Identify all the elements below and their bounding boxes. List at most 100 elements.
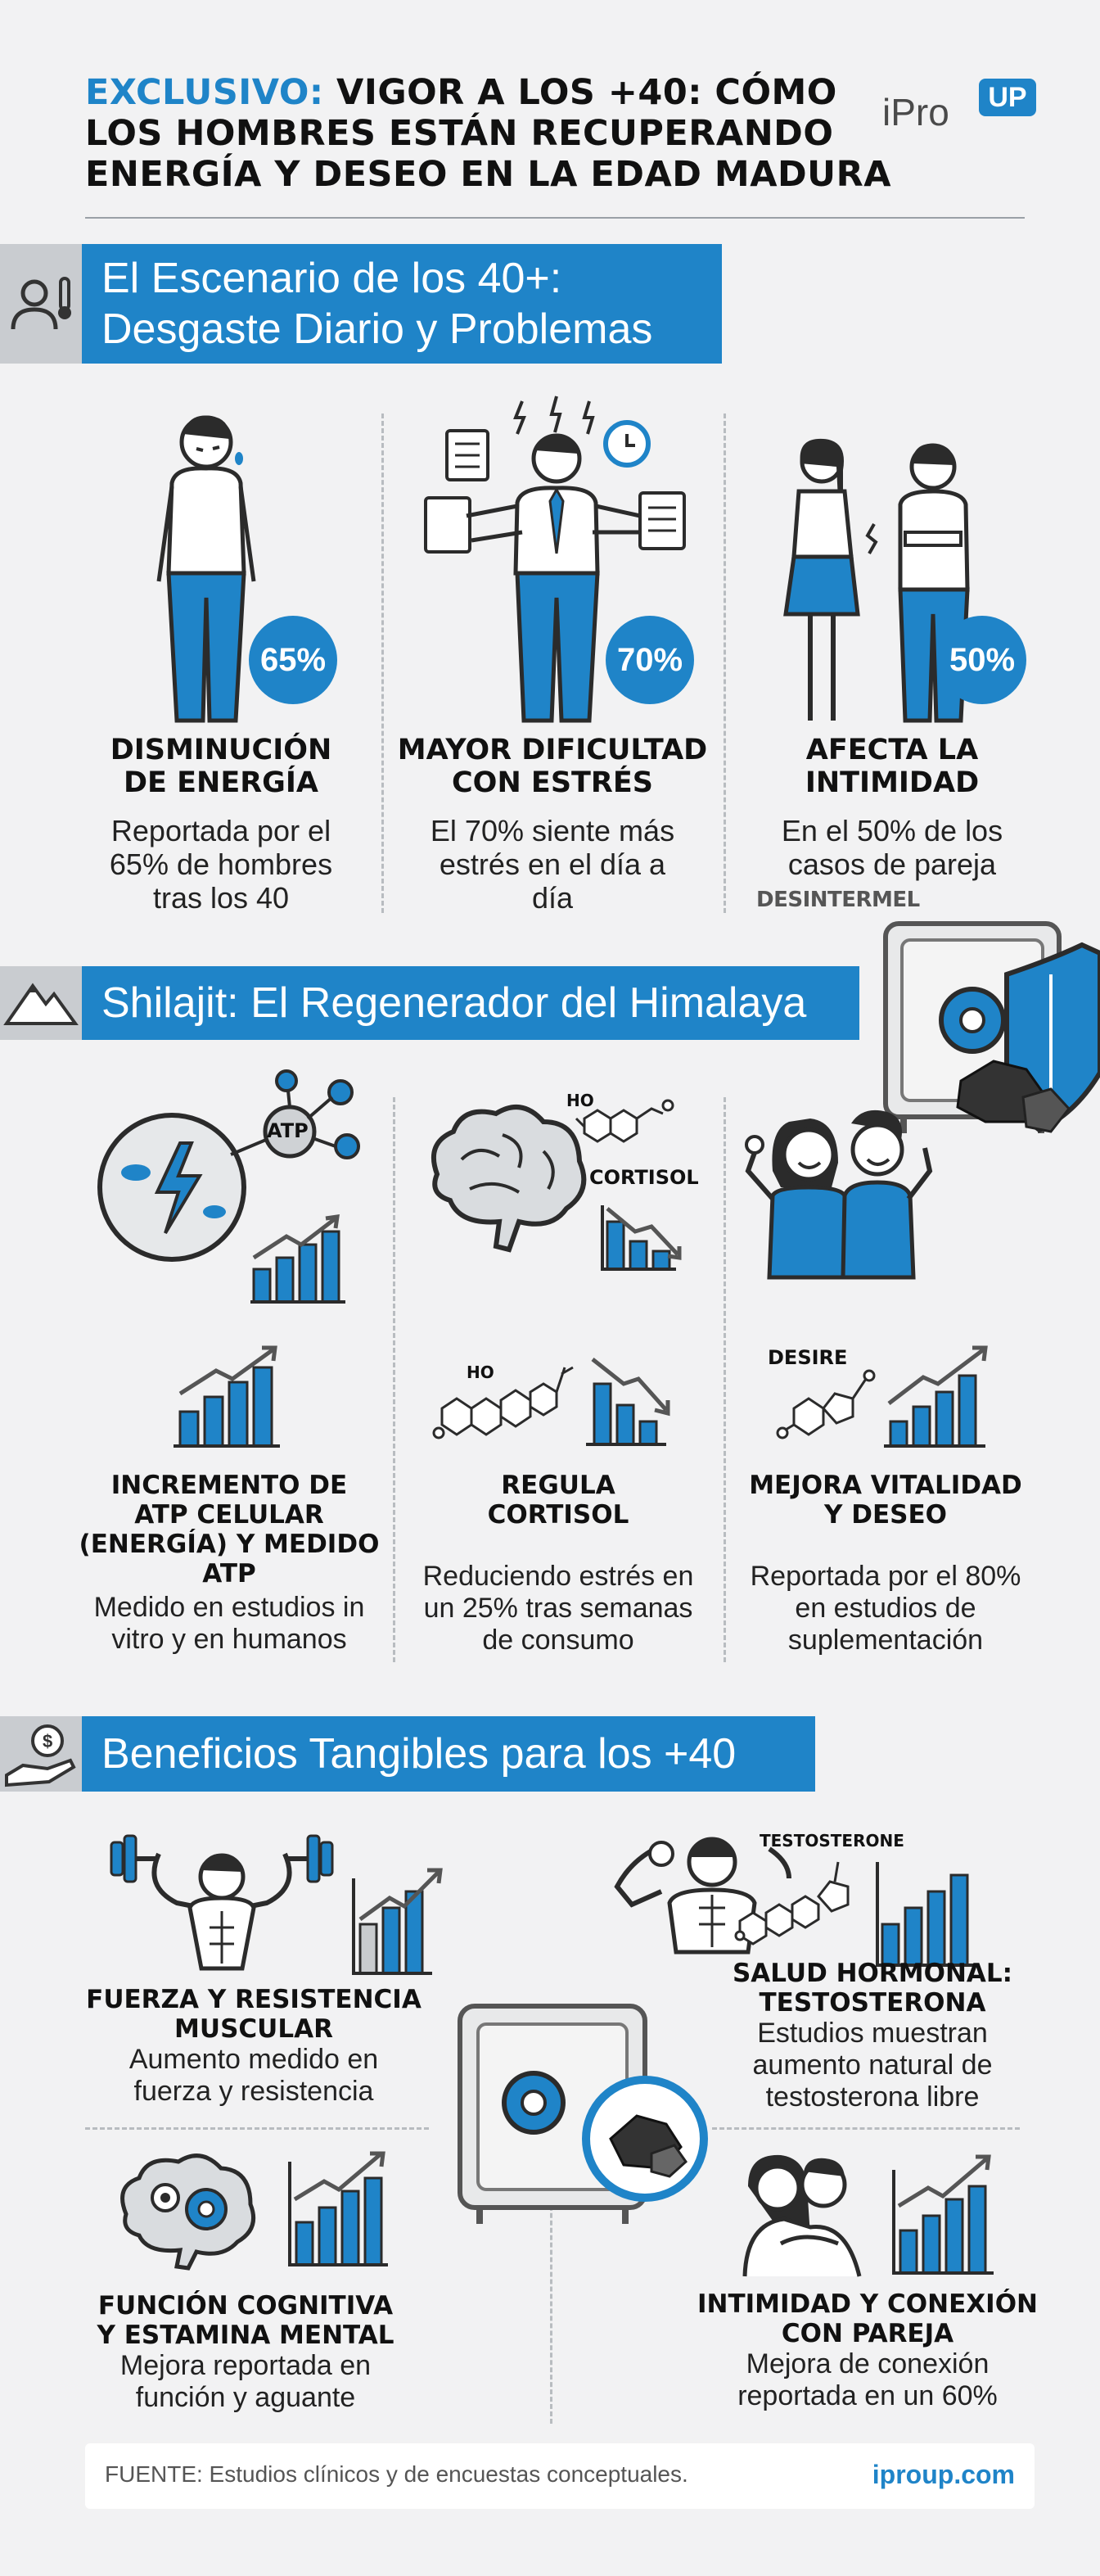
section2-title: Shilajit: El Regenerador del Himalaya [101, 979, 807, 1027]
desc-line: El 70% siente más [430, 814, 675, 847]
desire-label: DESIRE [768, 1346, 848, 1369]
section1-item1-desc: Reportada por el 65% de hombres tras los… [49, 814, 393, 915]
desc-line: reportada en un 60% [737, 2380, 998, 2411]
section2-item2-heading: REGULA CORTISOL [401, 1471, 715, 1530]
section1-item3-heading: AFECTA LA INTIMIDAD [728, 734, 1056, 799]
desc-line: vitro y en humanos [111, 1624, 347, 1655]
heading-line: DISMINUCIÓN [110, 734, 332, 766]
section3-item4-heading: INTIMIDAD Y CONEXIÓN CON PAREJA [688, 2289, 1048, 2348]
heading-line: SALUD HORMONAL: [732, 1959, 1013, 1988]
iproup-logo: iPro UP [882, 79, 1036, 136]
heading-line: INTIMIDAD Y CONEXIÓN [697, 2289, 1038, 2319]
heading-line: CON ESTRÉS [452, 766, 653, 799]
growth-chart-icon [250, 1214, 345, 1304]
section3-hdivider-right [712, 2127, 1020, 2130]
heading-line: ATP [202, 1559, 256, 1589]
brain-cortisol-icon [431, 1099, 682, 1271]
testosterone-label: TESTOSTERONE [760, 1831, 904, 1851]
section2-header: Shilajit: El Regenerador del Himalaya [82, 966, 859, 1040]
section1-item2-heading: MAYOR DIFICULTAD CON ESTRÉS [385, 734, 720, 799]
desc-line: un 25% tras semanas [423, 1593, 693, 1624]
heading-line: REGULA [501, 1471, 615, 1500]
desc-line: en estudios de [795, 1593, 976, 1624]
desc-line: Mejora de conexión [746, 2348, 990, 2379]
desc-line: suplementación [787, 1625, 984, 1656]
watermark: DESINTERMEL [756, 888, 920, 912]
section2-item3-heading: MEJORA VITALIDAD Y DESEO [730, 1471, 1041, 1530]
heading-line: MEJORA VITALIDAD [749, 1471, 1022, 1500]
title-line-2: LOS HOMBRES ESTÁN RECUPERANDO [85, 113, 834, 154]
desc-line: 65% de hombres [109, 847, 333, 881]
heading-line: TESTOSTERONA [759, 1988, 986, 2018]
section1-item1-heading: DISMINUCIÓN DE ENERGÍA [49, 734, 393, 799]
desc-line: fuerza y resistencia [133, 2076, 374, 2107]
title-line-1: VIGOR A LOS +40: CÓMO [323, 72, 837, 113]
section2-item1-heading: INCREMENTO DE ATP CELULAR (ENERGÍA) Y ME… [74, 1471, 385, 1589]
section3-item1-desc: Aumento medido en fuerza y resistencia [82, 2044, 426, 2108]
section3-vdivider [550, 2162, 552, 2424]
logo-text: iPro [882, 91, 949, 133]
header-divider [85, 217, 1025, 219]
section1-title-line1: El Escenario de los 40+: [101, 255, 562, 302]
bodybuilder-icon [110, 1834, 443, 1975]
section1-item2-desc: El 70% siente más estrés en el día a día [385, 814, 720, 915]
stat-badge-1: 65% [249, 616, 337, 704]
couple-apart-icon [783, 438, 970, 723]
desc-line: En el 50% de los [781, 814, 1003, 847]
mountain-icon [0, 966, 82, 1040]
section1-title-line2: Desgaste Diario y Problemas [101, 305, 653, 353]
section2-item1-desc: Medido en estudios in vitro y en humanos [74, 1592, 385, 1656]
heading-line: CORTISOL [487, 1500, 629, 1530]
section3-item1-heading: FUERZA Y RESISTENCIA MUSCULAR [82, 1985, 426, 2044]
title-accent: EXCLUSIVO: [85, 72, 324, 113]
section3-item2-heading: SALUD HORMONAL: TESTOSTERONA [709, 1959, 1036, 2018]
logo-badge: UP [979, 79, 1036, 116]
desc-line: Reduciendo estrés en [422, 1561, 694, 1592]
footer-url[interactable]: iproup.com [872, 2460, 1015, 2489]
section2-divider-2 [724, 1097, 726, 1662]
section3-item2-desc: Estudios muestran aumento natural de tes… [709, 2018, 1036, 2113]
desc-line: tras los 40 [152, 881, 290, 915]
footer-source: FUENTE: Estudios clínicos y de encuestas… [105, 2461, 688, 2487]
heading-line: FUERZA Y RESISTENCIA [86, 1985, 422, 2014]
heading-line: DE ENERGÍA [123, 766, 319, 799]
heading-line: MUSCULAR [174, 2014, 333, 2044]
safe-shield-icon [883, 921, 1100, 1133]
cortisol-label: CORTISOL [589, 1166, 699, 1189]
muscular-man-icon [614, 1837, 976, 1967]
desc-line: Mejora reportada en [119, 2350, 372, 2381]
desc-line: Medido en estudios in [93, 1592, 365, 1623]
growth-chart-icon [174, 1345, 280, 1448]
heading-line: MAYOR DIFICULTAD [397, 734, 708, 766]
desc-line: función y aguante [135, 2382, 356, 2413]
desc-line: Reportada por el [110, 814, 331, 847]
desc-line: día [531, 881, 574, 915]
heading-line: INTIMIDAD [805, 766, 980, 799]
heading-line: AFECTA LA [805, 734, 979, 766]
section1-header: El Escenario de los 40+: Desgaste Diario… [82, 244, 722, 364]
title-line-3: ENERGÍA Y DESEO EN LA EDAD MADURA [85, 154, 891, 195]
section3-title: Beneficios Tangibles para los +40 [101, 1730, 737, 1778]
svg-text:$: $ [43, 1731, 52, 1751]
atp-label: ATP [267, 1119, 309, 1142]
stat-badge-3: 50% [938, 616, 1026, 704]
section2-item3-desc: Reportada por el 80% en estudios de supl… [730, 1561, 1041, 1656]
man-thermometer-icon [0, 244, 82, 364]
desc-line: casos de pareja [787, 847, 997, 881]
desc-line: testosterona libre [765, 2081, 980, 2113]
heading-line: FUNCIÓN COGNITIVA [97, 2291, 394, 2321]
section3-item3-desc: Mejora reportada en función y aguante [82, 2350, 409, 2414]
desc-line: Aumento medido en [128, 2044, 379, 2075]
footer: FUENTE: Estudios clínicos y de encuestas… [85, 2443, 1035, 2509]
stat-badge-2: 70% [606, 616, 694, 704]
section2-item2-desc: Reduciendo estrés en un 25% tras semanas… [401, 1561, 715, 1656]
desc-line: Reportada por el 80% [750, 1561, 1021, 1592]
section1-item3-desc: En el 50% de los casos de pareja [728, 814, 1056, 881]
section3-item3-heading: FUNCIÓN COGNITIVA Y ESTAMINA MENTAL [82, 2291, 409, 2350]
heading-line: Y ESTAMINA MENTAL [97, 2321, 394, 2350]
section1-divider-1 [381, 414, 384, 913]
section3-header: Beneficios Tangibles para los +40 [82, 1716, 815, 1792]
couple-embrace-icon [742, 2154, 994, 2277]
desc-line: Estudios muestran [757, 2018, 988, 2049]
